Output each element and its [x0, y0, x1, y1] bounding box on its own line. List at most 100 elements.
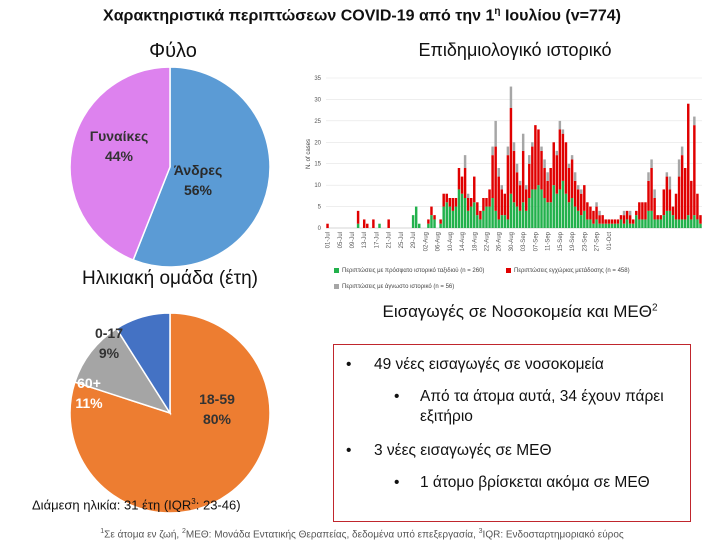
epi-bar-series-0 [476, 215, 479, 228]
epi-bar-series-0 [497, 219, 500, 228]
epi-bar-series-1 [677, 176, 681, 220]
median-age-text: Διάμεση ηλικία: 31 έτη (IQR3: 23-46) [32, 497, 322, 512]
epi-bar-series-1 [570, 159, 574, 198]
age-slice-value-0-17: 9% [99, 345, 120, 361]
epi-x-tick-label: 27-Sep [595, 231, 601, 251]
epi-bar-series-2 [650, 159, 653, 168]
epi-bar-series-1 [607, 219, 610, 224]
epi-bar-series-0 [595, 219, 598, 228]
epi-bar-series-1 [549, 168, 552, 203]
epi-bar-series-1 [598, 215, 601, 224]
epi-x-tick-label: 03-Sep [521, 231, 527, 251]
epi-bar-series-2 [680, 146, 684, 156]
epi-bar-series-0 [411, 215, 415, 228]
epi-bar-series-0 [463, 198, 467, 228]
epi-bar-series-1 [485, 198, 488, 207]
epi-bar-series-0 [473, 202, 476, 228]
epi-x-tick-label: 25-Jul [399, 232, 405, 248]
footnote-sup-2: 2 [181, 528, 186, 535]
epi-bar-series-1 [521, 150, 525, 203]
epi-bar-series-2 [497, 168, 500, 177]
epi-bar-series-1 [668, 189, 672, 211]
median-text: Διάμεση ηλικία: 31 έτη (IQR [32, 497, 192, 513]
epi-x-tick-label: 26-Aug [497, 232, 503, 251]
epi-chart-title: Επιδημιολογικό ιστορικό [418, 40, 612, 60]
epi-bar-series-0 [564, 193, 568, 228]
epi-bar-series-2 [500, 185, 504, 190]
epi-bar-series-0 [494, 210, 497, 228]
epi-bar-series-0 [537, 185, 540, 228]
epi-bar-series-0 [521, 202, 525, 228]
epi-bar-series-1 [564, 142, 568, 194]
epi-bar-series-1 [457, 168, 461, 190]
epi-y-tick-label: 15 [314, 162, 321, 168]
age-slice-label-18-59: 18-59 [199, 391, 235, 407]
bullet-icon: • [394, 388, 400, 405]
epi-bar-series-0 [488, 206, 491, 228]
epi-bar-series-2 [528, 155, 531, 164]
epi-x-tick-label: 01-Jul [326, 232, 332, 248]
age-slice-0-17 [115, 312, 171, 416]
epi-bar-series-1 [540, 150, 543, 190]
epi-bar-series-0 [583, 210, 586, 228]
epi-bar-series-0 [616, 223, 620, 228]
epi-bar-series-0 [518, 210, 522, 228]
epi-x-tick-label: 14-Aug [460, 232, 466, 251]
epi-bar-series-0 [418, 223, 421, 228]
epi-bar-series-1 [506, 155, 510, 220]
epi-bar-series-1 [690, 180, 693, 220]
footnote-part-2: ΜΕΘ: Μονάδα Εντατικής Θεραπείας, δεδομέν… [185, 529, 479, 541]
epi-bar-series-0 [693, 215, 696, 228]
age-chart-title: Ηλικιακή ομάδα (έτη) [81, 268, 259, 289]
epi-bar-series-2 [463, 155, 467, 168]
epi-bar-series-1 [476, 202, 479, 216]
epi-bar-series-1 [589, 206, 592, 220]
epi-bar-series-1 [442, 193, 445, 207]
epi-bar-series-1 [613, 219, 617, 224]
footnote-part-1: Σε άτομα εν ζωή, [104, 529, 182, 541]
epi-bar-series-2 [595, 202, 598, 207]
legend-label-unknown: Περιπτώσεις με άγνωστο ιστορικό (n = 56) [342, 284, 455, 291]
epi-bar-series-1 [653, 198, 656, 220]
epi-bar-series-2 [543, 159, 546, 168]
epi-bar-series-0 [598, 223, 601, 228]
epi-bar-series-1 [537, 129, 540, 186]
age-pie-chart: 18-59 80% 60+ 11% 0-17 9% [69, 312, 271, 514]
epi-bar-series-1 [601, 215, 604, 224]
epi-x-tick-label: 06-Aug [436, 232, 442, 251]
epi-bar-series-1 [555, 155, 559, 194]
epi-y-tick-label: 30 [314, 97, 321, 103]
epi-bar-series-0 [445, 202, 448, 228]
epi-bar-series-2 [665, 172, 669, 177]
epi-bar-series-2 [622, 210, 626, 216]
main-title-text-after: Ιουλίου (v=774) [500, 7, 621, 25]
epi-bar-series-2 [531, 142, 534, 147]
epi-bar-series-0 [650, 210, 653, 228]
epi-bar-series-2 [668, 176, 672, 190]
epi-bar-series-1 [460, 176, 464, 194]
epi-bar-series-0 [546, 202, 549, 228]
epi-bar-series-1 [387, 219, 390, 228]
epi-bar-series-1 [524, 189, 528, 211]
epi-x-tick-label: 11-Sep [546, 231, 552, 251]
median-sup: 3 [191, 497, 196, 506]
legend-swatch-local [506, 268, 511, 273]
epi-bar-series-2 [647, 172, 650, 181]
epi-bar-series-0 [613, 223, 617, 228]
epi-x-tick-label: 19-Sep [570, 231, 576, 251]
epi-bar-series-1 [518, 185, 522, 211]
sex-slice-άνδρες [132, 66, 271, 268]
epi-bar-series-1 [644, 202, 647, 220]
epi-bar-series-0 [439, 223, 442, 228]
hospital-section-title: Εισαγωγές σε Νοσοκομεία και ΜΕΘ2 [340, 302, 700, 322]
epi-bar-series-1 [488, 189, 491, 207]
epi-bar-series-1 [543, 168, 546, 198]
hospital-item-1-text: 49 νέες εισαγωγές σε νοσοκομεία [374, 356, 604, 373]
epi-x-tick-label: 05-Jul [338, 232, 344, 248]
epi-x-tick-label: 29-Jul [411, 232, 417, 248]
footnote: 1Σε άτομα εν ζωή, 2ΜΕΘ: Μονάδα Εντατικής… [0, 528, 724, 540]
epi-bar-series-0 [653, 219, 656, 228]
epi-bar-series-1 [482, 198, 485, 211]
epi-bar-series-1 [433, 215, 436, 220]
hospital-title-text: Εισαγωγές σε Νοσοκομεία και ΜΕΘ [382, 302, 652, 321]
